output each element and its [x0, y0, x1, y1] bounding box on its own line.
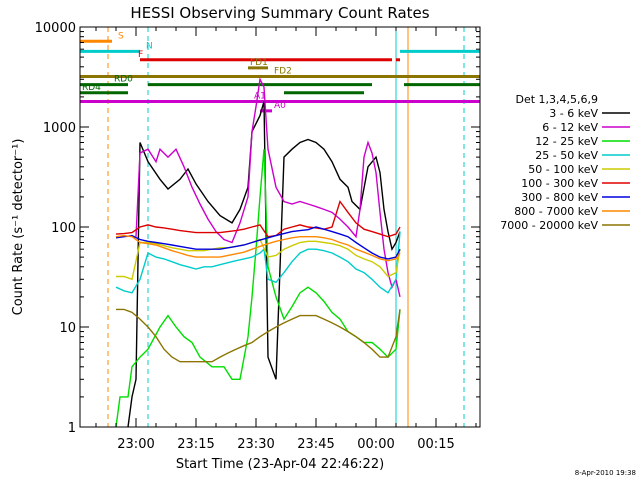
x-tick-label: 23:15 [177, 437, 214, 452]
x-tick-label: 23:30 [237, 437, 274, 452]
y-axis-label: Count Rate (s⁻¹ detector⁻¹) [11, 139, 26, 316]
y-axis: 1 10 100 1000 10000 [35, 21, 480, 436]
legend-entry: 12 - 25 keV [535, 135, 598, 148]
legend-entry: 7000 - 20000 keV [500, 219, 598, 232]
legend-entry: 100 - 300 keV [521, 177, 598, 190]
y-tick-label: 10 [59, 321, 76, 336]
flag-label: S [118, 31, 124, 41]
legend-title: Det 1,3,4,5,6,9 [515, 93, 598, 106]
flag-label: A1 [254, 91, 266, 101]
legend-entry: 300 - 800 keV [521, 191, 598, 204]
y-tick-label: 1000 [43, 121, 76, 136]
flag-label: F [138, 50, 143, 60]
series-line [115, 234, 401, 262]
plot-area: S NF FD1 FD2 RD0 RD4 A1 A0 [79, 27, 480, 428]
legend-entry: 25 - 50 keV [535, 149, 598, 162]
x-axis-label: Start Time (23-Apr-04 22:46:22) [176, 457, 384, 472]
legend-entry: 6 - 12 keV [542, 121, 598, 134]
flag-label: FD2 [274, 66, 292, 76]
x-tick-label: 23:45 [297, 437, 334, 452]
flag-label: RD0 [114, 75, 133, 85]
y-tick-label: 1 [68, 421, 76, 436]
x-tick-label: 00:00 [357, 437, 394, 452]
flag-label: A0 [274, 101, 286, 111]
y-tick-label: 100 [51, 221, 76, 236]
series-line [135, 77, 401, 298]
series-line [115, 226, 401, 260]
flag-label: FD1 [250, 58, 268, 68]
x-tick-label: 23:00 [117, 437, 154, 452]
x-axis: 23:00 23:15 23:30 23:45 00:00 00:15 [95, 27, 477, 452]
x-tick-label: 00:15 [417, 437, 454, 452]
series-line [116, 308, 401, 363]
chart-title: HESSI Observing Summary Count Rates [130, 4, 429, 22]
flag-label: N [146, 41, 153, 51]
flag-label: RD4 [82, 83, 101, 93]
legend-entry: 3 - 6 keV [549, 107, 598, 120]
legend-entry: 800 - 7000 keV [514, 205, 598, 218]
series-line [115, 149, 401, 428]
series-line [115, 231, 401, 294]
legend-entry: 50 - 100 keV [528, 163, 598, 176]
y-tick-label: 10000 [35, 21, 76, 36]
footer-date: 8-Apr-2010 19:38 [575, 469, 636, 477]
series-line [115, 199, 401, 238]
